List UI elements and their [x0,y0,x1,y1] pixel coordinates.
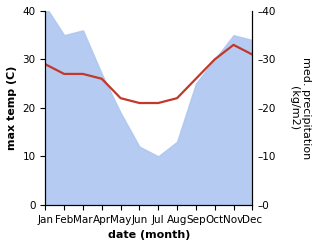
Y-axis label: max temp (C): max temp (C) [7,66,17,150]
X-axis label: date (month): date (month) [108,230,190,240]
Y-axis label: med. precipitation
(kg/m2): med. precipitation (kg/m2) [289,57,311,159]
